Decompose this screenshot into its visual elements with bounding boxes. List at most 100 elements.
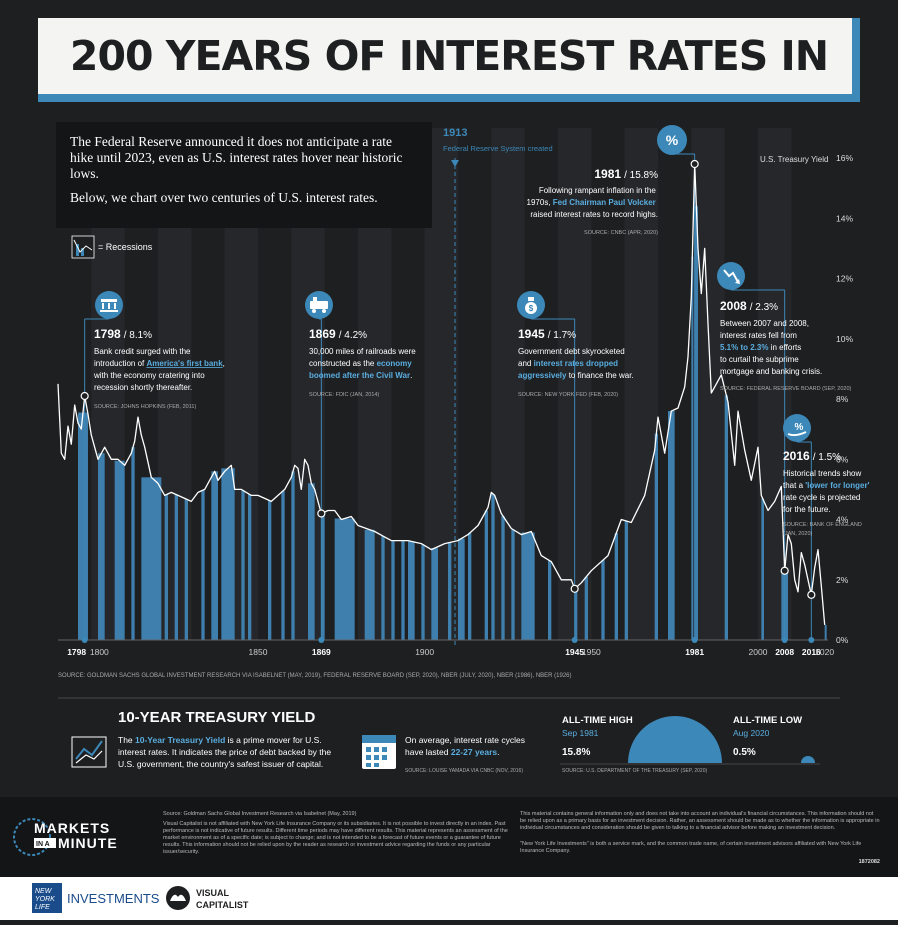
hand-percent-icon: %: [783, 414, 811, 442]
falling-chart-icon: [717, 262, 745, 290]
annotation-point: [317, 509, 326, 518]
all-time-low-value: 0.5%: [733, 747, 756, 758]
annotation-point: [780, 566, 789, 575]
svg-text:NEW: NEW: [35, 888, 53, 895]
recession-bar: [114, 460, 125, 640]
svg-text:YORK: YORK: [35, 896, 55, 903]
yield-line: [57, 163, 826, 625]
recession-bar: [668, 411, 675, 640]
svg-text:CAPITALIST: CAPITALIST: [196, 900, 249, 910]
all-time-high-label: ALL-TIME HIGH: [562, 715, 633, 726]
all-time-low-label: ALL-TIME LOW: [733, 715, 802, 726]
y-axis-title: U.S. Treasury Yield: [760, 155, 828, 164]
ten-year-heading: 10-YEAR TREASURY YIELD: [118, 709, 315, 726]
x-tick-label: 1900: [415, 647, 434, 657]
recession-bar: [78, 412, 88, 640]
y-tick-label: 10%: [836, 334, 853, 344]
recession-bar: [241, 490, 245, 640]
annotation-1945-year: 1945/ 1.7%: [518, 327, 576, 341]
new-york-life-logo: NEW YORK LIFE: [32, 883, 62, 913]
recession-bar: [131, 447, 135, 640]
svg-text:MINUTE: MINUTE: [58, 835, 118, 851]
bank-icon: [95, 291, 123, 319]
annotation-2016-text: Historical trends show that a 'lower for…: [783, 469, 872, 514]
annotation-1981-source: SOURCE: CNBC (APR, 2020): [584, 230, 658, 236]
footer-disclaimer-3: "New York Life Investments" is both a se…: [520, 841, 862, 854]
x-tick-label: 2020: [815, 647, 834, 657]
recession-bar: [291, 471, 295, 640]
annotation-point: [807, 590, 816, 599]
recession-bar: [654, 433, 658, 640]
money-bag-icon: $: [517, 291, 545, 319]
recession-bar: [458, 538, 465, 640]
y-tick-label: 14%: [836, 213, 853, 223]
line-chart-icon: [71, 736, 107, 768]
chart-source: SOURCE: GOLDMAN SACHS GLOBAL INVESTMENT …: [58, 673, 572, 679]
footer-disclaimer-2: This material contains general informati…: [520, 811, 880, 831]
recession-bar: [174, 494, 178, 640]
recession-bar: [364, 529, 375, 640]
intro-box: The Federal Reserve announced it does no…: [56, 122, 432, 228]
footer-disclaimer-1: Visual Capitalist is not affiliated with…: [163, 821, 508, 855]
recession-bar: [491, 493, 495, 640]
fed-note: Federal Reserve System created: [443, 144, 553, 153]
all-time-low-semicircle: [801, 756, 815, 763]
recession-bar: [164, 494, 168, 640]
y-tick-label: 2%: [836, 575, 849, 585]
footer: MARKETS IN A MINUTE Source: Goldman Sach…: [0, 797, 898, 877]
svg-text:VISUAL: VISUAL: [196, 888, 230, 898]
footer-source: Source: Goldman Sachs Global Investment …: [163, 811, 357, 817]
interest-rate-chart: 0%2%4%6%8%10%12%14%16% 1798 1800 1850 1869 1…: [57, 125, 872, 679]
annotation-axis-dot: [318, 637, 325, 643]
recession-bar: [448, 542, 452, 640]
recession-bar: [584, 576, 588, 640]
x-tick-label: 2000: [749, 647, 768, 657]
annotation-axis-dot: [571, 637, 578, 643]
footer-code: 1872082: [858, 859, 880, 865]
recession-bar: [511, 529, 515, 640]
recession-bar: [308, 483, 315, 640]
svg-text:%: %: [666, 132, 679, 148]
recession-bar: [824, 624, 827, 640]
investments-label: INVESTMENTS: [67, 891, 160, 906]
markets-in-a-minute-logo: MARKETS IN A MINUTE: [13, 818, 118, 856]
recession-bar: [281, 490, 285, 640]
recession-bar: [468, 533, 472, 640]
y-tick-label: 6%: [836, 454, 849, 464]
recession-bar: [248, 494, 252, 640]
annotation-1869-source: SOURCE: FDIC (JAN, 2014): [309, 392, 379, 398]
annotation-2016-source: SOURCE: BANK OF ENGLAND (JAN, 2020): [783, 522, 863, 537]
recession-bar: [691, 256, 694, 640]
recessions-legend-label: = Recessions: [98, 242, 153, 252]
annotation-1798-text: Bank credit surged with the introduction…: [93, 347, 227, 392]
fed-year: 1913: [443, 127, 467, 139]
train-icon: [305, 291, 333, 319]
recession-bar: [548, 560, 552, 640]
all-time-low-date: Aug 2020: [733, 728, 770, 738]
annotation-lines: [84, 153, 812, 640]
recession-bars: [78, 206, 827, 640]
intro-paragraph-1: The Federal Reserve announced it does no…: [70, 134, 403, 181]
recession-bar: [334, 518, 355, 640]
x-tick-label: 1981: [685, 647, 704, 657]
recession-bar: [724, 395, 728, 640]
x-tick-label: 1869: [312, 647, 331, 657]
calendar-icon: [362, 735, 396, 769]
ten-year-panel: 10-YEAR TREASURY YIELD The 10-Year Treas…: [0, 693, 898, 793]
recession-bar: [501, 515, 505, 640]
svg-text:MARKETS: MARKETS: [34, 820, 110, 836]
y-tick-label: 4%: [836, 515, 849, 525]
annotation-1981-text: Following rampant inflation in the 1970s…: [527, 186, 658, 219]
x-tick-label: 1850: [249, 647, 268, 657]
recession-bar: [184, 499, 188, 640]
fed-arrow-icon: [451, 160, 459, 167]
recession-bar: [141, 477, 162, 640]
percent-icon: %: [657, 125, 687, 155]
y-axis-ticks: 0% 2% 4% 6% 8% 10% 12% 14% 16%: [836, 153, 853, 645]
recession-bar: [484, 510, 488, 640]
annotation-2008-text: Between 2007 and 2008, interest rates fe…: [720, 319, 822, 376]
annotation-axis-dot: [81, 637, 88, 643]
x-tick-label: 1800: [90, 647, 109, 657]
x-tick-label: 2016: [802, 647, 821, 657]
